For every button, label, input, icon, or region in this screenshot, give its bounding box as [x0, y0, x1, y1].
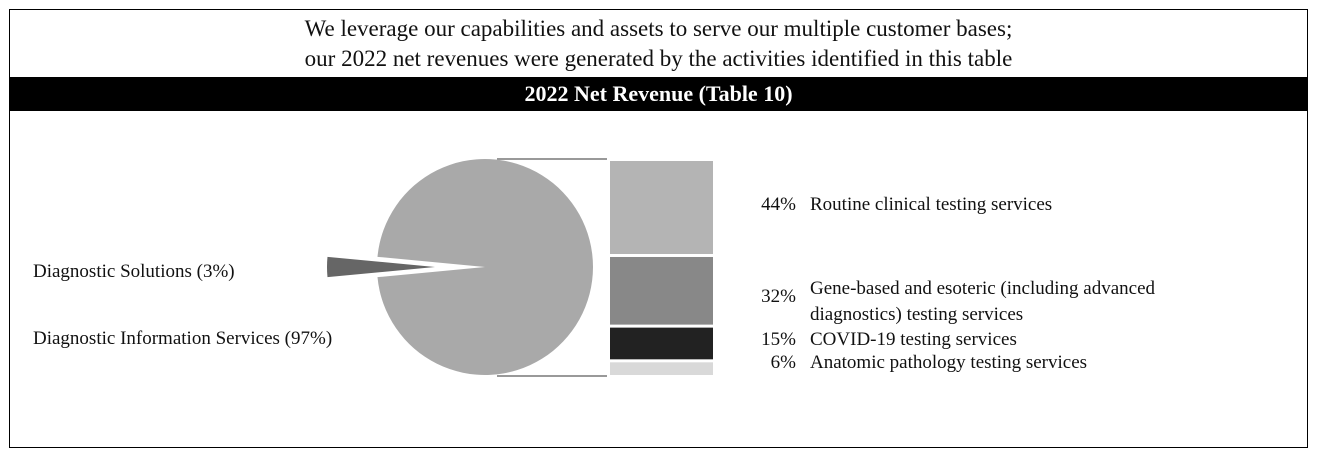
pie-slice-diagnostic-information-services: [377, 159, 593, 376]
bar-label-1-line-0: Gene-based and esoteric (including advan…: [810, 278, 1156, 299]
bar-pct-label-3: 6%: [771, 352, 797, 373]
bar-segment-0: [610, 161, 713, 254]
bar-label-3-line-0: Anatomic pathology testing services: [810, 352, 1087, 373]
pie-label-diagnostic-solutions: Diagnostic Solutions (3%): [33, 261, 235, 282]
bar-pct-label-0: 44%: [761, 194, 796, 215]
bar-pct-label-2: 15%: [761, 329, 796, 350]
chart-title: 2022 Net Revenue (Table 10): [10, 77, 1307, 111]
pie-label-diagnostic-information-services: Diagnostic Information Services (97%): [33, 328, 332, 349]
bar-label-0-line-0: Routine clinical testing services: [810, 194, 1052, 215]
bar-label-2-line-0: COVID-19 testing services: [810, 329, 1017, 350]
bar-segment-1: [610, 256, 713, 325]
heading-line-2: our 2022 net revenues were generated by …: [304, 46, 1013, 71]
heading-line-1: We leverage our capabilities and assets …: [304, 16, 1013, 41]
page-heading: We leverage our capabilities and assets …: [10, 14, 1307, 74]
bar-label-1-line-1: diagnostics) testing services: [810, 304, 1023, 325]
bar-segment-3: [610, 362, 713, 375]
bar-pct-label-1: 32%: [761, 286, 796, 307]
bar-segment-2: [610, 327, 713, 360]
pie-slice-diagnostic-solutions: [326, 256, 435, 278]
